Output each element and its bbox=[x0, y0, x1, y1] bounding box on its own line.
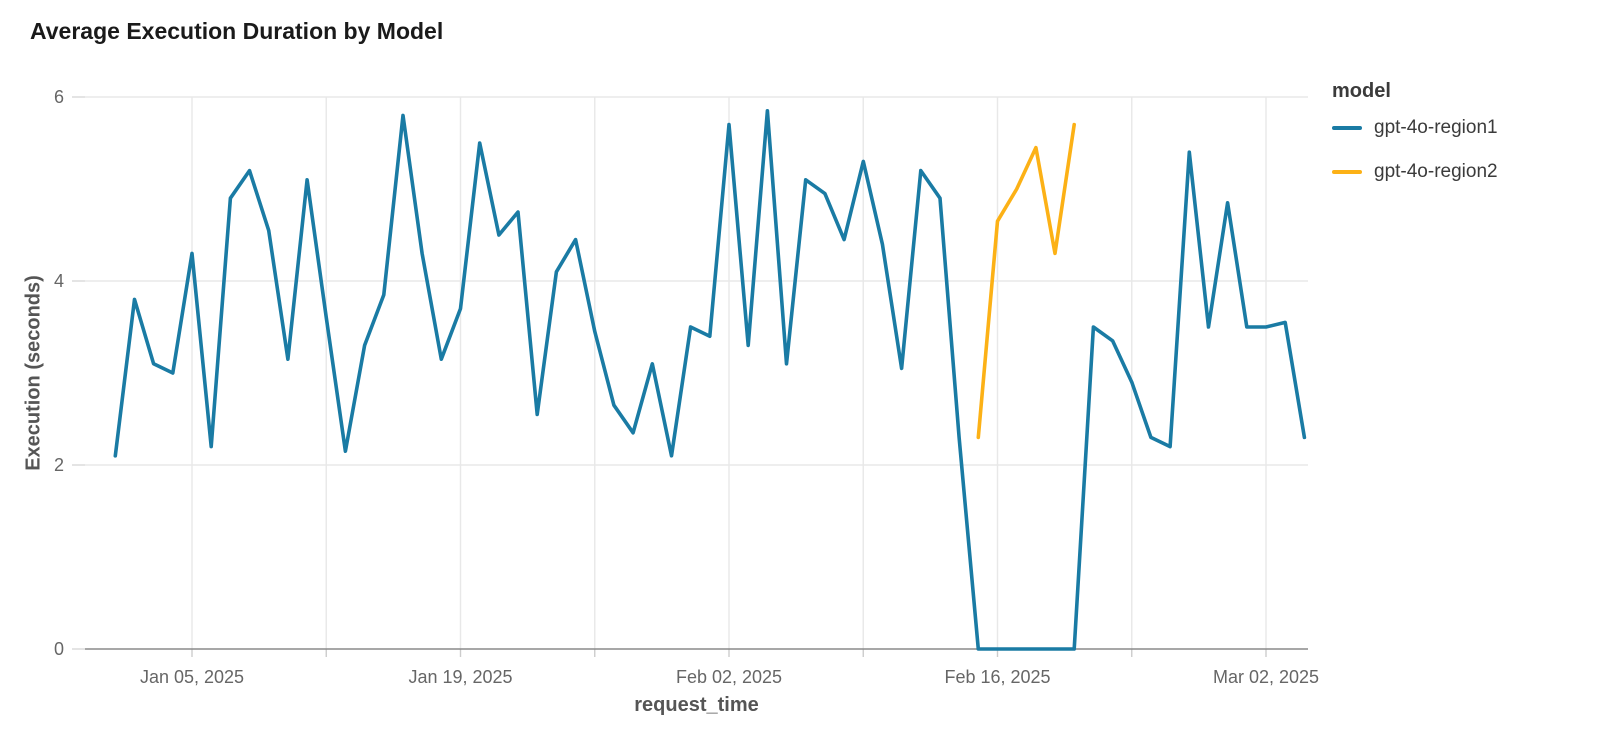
legend-title: model bbox=[1332, 80, 1391, 102]
y-tick-label: 6 bbox=[54, 87, 64, 107]
x-tick-label: Feb 16, 2025 bbox=[944, 667, 1050, 687]
y-axis-title: Execution (seconds) bbox=[22, 275, 45, 471]
x-tick-label: Jan 05, 2025 bbox=[140, 667, 244, 687]
legend-item-label: gpt-4o-region1 bbox=[1374, 117, 1498, 138]
legend: model gpt-4o-region1 gpt-4o-region2 bbox=[1332, 80, 1498, 205]
legend-item-label: gpt-4o-region2 bbox=[1374, 161, 1498, 182]
legend-swatch-icon bbox=[1332, 170, 1362, 174]
legend-item-gpt-4o-region1[interactable]: gpt-4o-region1 bbox=[1332, 117, 1498, 139]
y-tick-label: 0 bbox=[54, 639, 64, 659]
x-tick-label: Jan 19, 2025 bbox=[408, 667, 512, 687]
x-tick-label: Feb 02, 2025 bbox=[676, 667, 782, 687]
chart-title: Average Execution Duration by Model bbox=[30, 18, 444, 44]
y-tick-label: 4 bbox=[54, 271, 64, 291]
series-line-gpt-4o-region2[interactable] bbox=[976, 122, 1076, 440]
y-tick-label: 2 bbox=[54, 455, 64, 475]
series-line-gpt-4o-region1[interactable] bbox=[113, 109, 1307, 651]
x-tick-label: Mar 02, 2025 bbox=[1213, 667, 1319, 687]
legend-item-gpt-4o-region2[interactable]: gpt-4o-region2 bbox=[1332, 161, 1498, 183]
x-axis-title: request_time bbox=[634, 694, 759, 716]
legend-swatch-icon bbox=[1332, 126, 1362, 130]
